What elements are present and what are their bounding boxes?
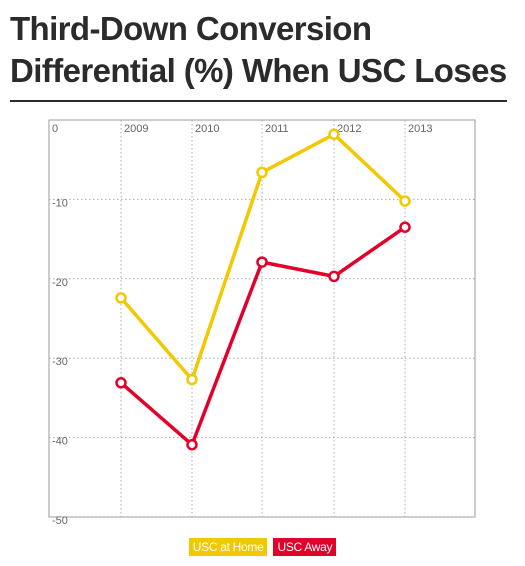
x-tick-label: 2010 (195, 123, 219, 135)
data-point (399, 221, 411, 233)
data-point (256, 256, 268, 268)
data-point (328, 128, 340, 141)
y-tick-label: -10 (52, 197, 68, 209)
y-tick-label: -20 (52, 277, 68, 289)
x-tick-label: 2013 (408, 123, 432, 135)
y-tick-label: -50 (52, 515, 68, 527)
chart-legend: USC at Home USC Away (0, 538, 525, 556)
legend-item: USC Away (273, 538, 337, 556)
legend-item: USC at Home (188, 538, 268, 556)
data-point (328, 270, 340, 283)
x-origin-label: 0 (52, 123, 58, 135)
chart-title-line-2: Differential (%) When USC Loses (10, 52, 507, 89)
y-tick-label: -40 (52, 436, 68, 448)
x-tick-label: 2009 (124, 123, 148, 135)
data-point (115, 377, 127, 389)
chart-title: Third-Down Conversion Differential (%) W… (10, 8, 510, 92)
chart-title-line-1: Third-Down Conversion (10, 10, 372, 47)
data-point (186, 373, 198, 386)
data-point (399, 195, 411, 207)
y-tick-label: -30 (52, 356, 68, 368)
x-tick-label: 2011 (265, 123, 289, 135)
data-point (186, 438, 198, 451)
title-underline (10, 100, 507, 102)
data-point (256, 166, 268, 179)
data-point (115, 292, 127, 304)
x-tick-label: 2012 (337, 123, 361, 135)
